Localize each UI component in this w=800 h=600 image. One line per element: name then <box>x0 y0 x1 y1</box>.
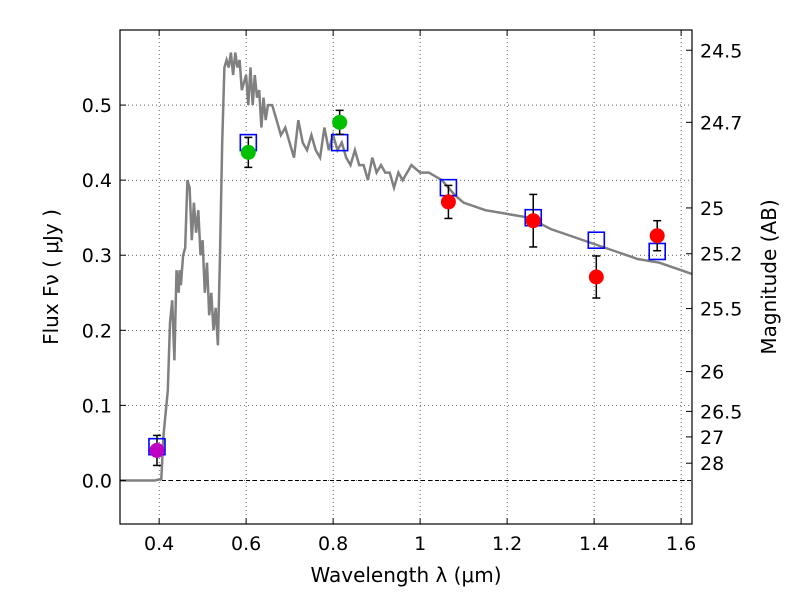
y2-tick-label: 25.2 <box>700 244 742 266</box>
plot-frame <box>119 29 693 525</box>
model-band-marker <box>587 231 606 250</box>
y2-tick-label: 28 <box>700 453 724 475</box>
x-axis-title: Wavelength λ (μm) <box>310 563 501 587</box>
y-axis-title: Flux Fν ( μJy ) <box>39 209 63 345</box>
model-spectrum-line <box>120 52 693 482</box>
observed-point <box>149 442 165 458</box>
y2-tick-label: 24.7 <box>700 112 742 134</box>
x-tick-label: 1.6 <box>666 533 696 555</box>
y-axis-ticks: 0.0 0.1 0.2 0.3 0.4 0.5 <box>82 95 126 492</box>
y2-tick-label: 24.5 <box>700 40 742 62</box>
y-tick-label: 0.2 <box>82 320 112 342</box>
y2-tick-label: 25.5 <box>700 299 742 321</box>
x-tick-label: 1.4 <box>579 533 609 555</box>
observed-point <box>588 269 604 285</box>
x-tick-label: 0.4 <box>144 533 174 555</box>
y2-axis-title: Magnitude (AB) <box>757 199 781 354</box>
y2-axis-ticks: 24.5 24.7 25 25.2 25.5 26 26.5 27 28 <box>686 40 742 475</box>
y2-tick-label: 27 <box>700 427 724 449</box>
observed-point <box>240 144 256 160</box>
y-tick-label: 0.3 <box>82 245 112 267</box>
y2-tick-label: 26.5 <box>700 401 742 423</box>
x-tick-label: 1.2 <box>492 533 522 555</box>
y-tick-label: 0.1 <box>82 395 112 417</box>
observed-point <box>525 213 541 229</box>
y-tick-label: 0.5 <box>82 95 112 117</box>
x-tick-label: 0.8 <box>318 533 348 555</box>
observed-point <box>332 114 348 130</box>
x-tick-label: 1 <box>414 533 426 555</box>
observed-point <box>440 194 456 210</box>
y2-tick-label: 25 <box>700 198 724 220</box>
y2-tick-label: 26 <box>700 362 724 384</box>
y-tick-label: 0.4 <box>82 170 112 192</box>
x-axis-ticks: 0.4 0.6 0.8 1 1.2 1.4 1.6 <box>144 30 696 555</box>
y-tick-label: 0.0 <box>82 470 112 492</box>
observed-point <box>649 228 665 244</box>
x-tick-label: 0.6 <box>231 533 261 555</box>
observed-points <box>149 109 665 467</box>
